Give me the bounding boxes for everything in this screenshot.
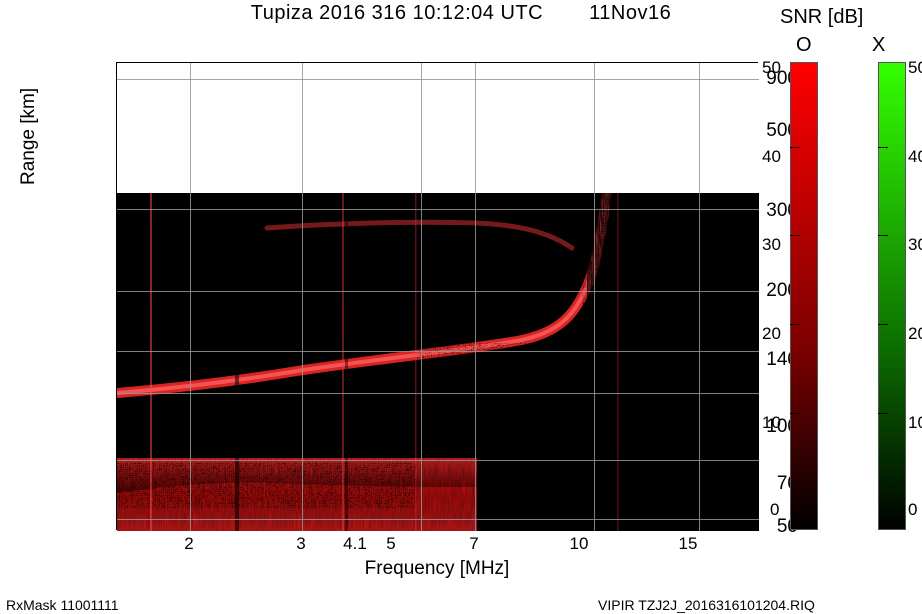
ytick-label: 300 bbox=[728, 200, 798, 222]
gridline-horizontal bbox=[117, 209, 759, 210]
cb-x-dash-40 bbox=[878, 147, 888, 148]
xtick-label: 2 bbox=[159, 534, 219, 554]
xtick-label: 3 bbox=[271, 534, 331, 554]
footer-rxmask-text: RxMask 11001111 bbox=[6, 597, 119, 613]
cb-x-tick-50: 50 bbox=[908, 58, 922, 78]
cb-x-dash-30 bbox=[878, 235, 888, 236]
footer-file-text: VIPIR TZJ2J_2016316101204.RIQ bbox=[598, 597, 815, 613]
cb-o-dash-10 bbox=[790, 413, 800, 414]
cb-x-tick-0: 0 bbox=[908, 500, 917, 520]
cb-x-tick-30: 30 bbox=[908, 235, 922, 255]
colorbar-gradient-x[interactable] bbox=[878, 62, 906, 530]
cb-o-dash-30 bbox=[790, 235, 800, 236]
cb-o-tick-10: 10 bbox=[762, 413, 781, 433]
gridline-horizontal bbox=[117, 291, 759, 292]
colorbar-x-label: X bbox=[872, 34, 885, 57]
cb-x-tick-20: 20 bbox=[908, 324, 922, 344]
gridline-horizontal bbox=[117, 351, 759, 352]
cb-o-tick-50: 50 bbox=[762, 58, 781, 78]
xtick-label: 15 bbox=[658, 534, 718, 554]
gridline-horizontal bbox=[117, 79, 759, 80]
cb-x-dash-20 bbox=[878, 324, 888, 325]
cb-o-tick-0: 0 bbox=[770, 500, 779, 520]
cb-o-tick-40: 40 bbox=[762, 147, 781, 167]
plot-area[interactable] bbox=[116, 62, 758, 530]
xtick-label: 10 bbox=[549, 534, 609, 554]
title-date-text: 11Nov16 bbox=[589, 2, 671, 24]
gridline-horizontal bbox=[117, 460, 759, 461]
ytick-label: 140 bbox=[728, 349, 798, 371]
cb-x-tick-10: 10 bbox=[908, 413, 922, 433]
title-main-text: Tupiza 2016 316 10:12:04 UTC bbox=[251, 2, 543, 24]
x-axis-label: Frequency [MHz] bbox=[116, 558, 758, 580]
xtick-label: 7 bbox=[444, 534, 504, 554]
y-axis-label: Range [km] bbox=[18, 88, 40, 185]
gridline-horizontal bbox=[117, 519, 759, 520]
colorbar-title: SNR [dB] bbox=[780, 6, 863, 29]
cb-o-tick-20: 20 bbox=[762, 324, 781, 344]
cb-o-tick-30: 30 bbox=[762, 235, 781, 255]
ionogram-page: Tupiza 2016 316 10:12:04 UTC 11Nov16 bbox=[0, 0, 922, 614]
cb-o-dash-20 bbox=[790, 324, 800, 325]
ytick-label: 70 bbox=[728, 473, 798, 495]
no-data-region bbox=[117, 63, 759, 193]
cb-x-tick-40: 40 bbox=[908, 147, 922, 167]
colorbar-o-label: O bbox=[796, 34, 812, 57]
cb-o-dash-40 bbox=[790, 147, 800, 148]
cb-x-dash-10 bbox=[878, 413, 888, 414]
gridline-horizontal bbox=[117, 393, 759, 394]
xtick-label: 5 bbox=[361, 534, 421, 554]
colorbar-gradient-o[interactable] bbox=[790, 62, 818, 530]
